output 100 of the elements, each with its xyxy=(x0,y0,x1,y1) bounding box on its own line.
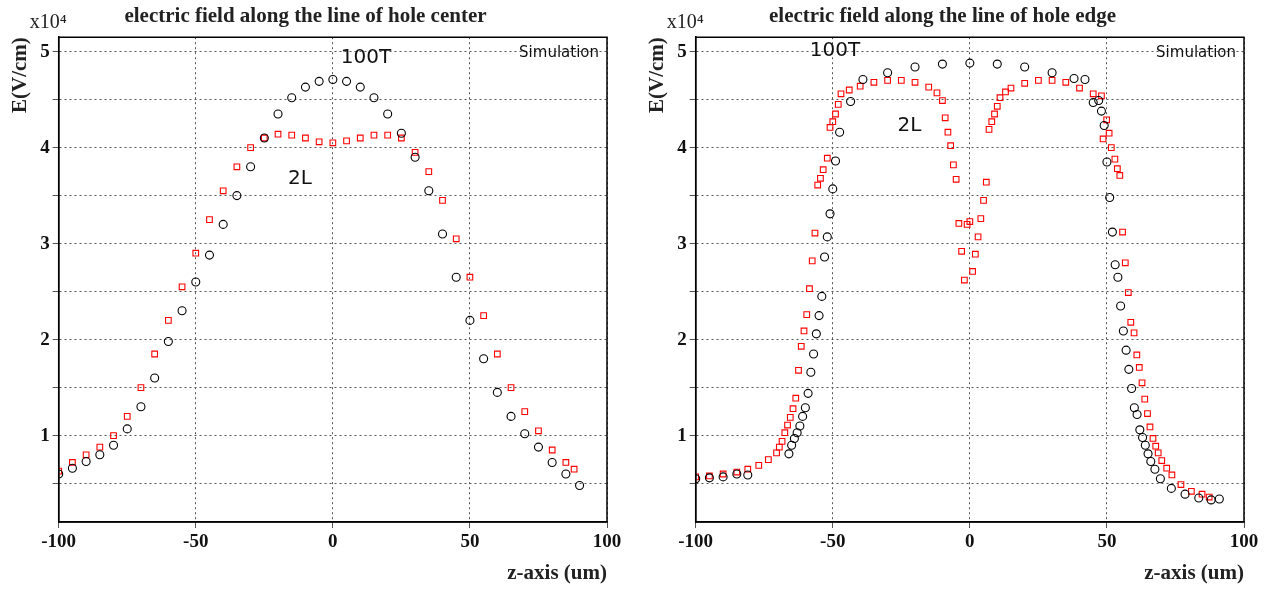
point xyxy=(300,82,310,92)
point xyxy=(123,413,131,420)
point xyxy=(383,109,393,119)
text: x10⁴ xyxy=(666,10,704,33)
point xyxy=(535,427,542,435)
annotation: Simulation xyxy=(519,42,599,61)
point xyxy=(570,465,578,473)
x-tick-label: 0 xyxy=(328,530,338,552)
y-axis-title: E(V/cm) xyxy=(644,37,669,114)
point xyxy=(533,442,544,452)
y-tick-label: 2 xyxy=(40,327,50,349)
x-tick-label: -50 xyxy=(820,530,846,552)
point xyxy=(151,350,159,358)
point xyxy=(398,134,405,142)
x-tick-label: 0 xyxy=(965,530,975,552)
point xyxy=(384,131,392,139)
y-tick-label: 5 xyxy=(677,39,687,61)
point xyxy=(370,131,378,139)
point xyxy=(548,446,556,454)
annotation: Simulation xyxy=(1156,42,1236,61)
point xyxy=(287,93,297,103)
point xyxy=(219,187,227,195)
point xyxy=(218,219,228,229)
point xyxy=(95,450,105,460)
point xyxy=(492,387,502,397)
point xyxy=(520,429,530,439)
point xyxy=(247,144,254,151)
chart-title: electric field along the line of hole edge xyxy=(768,3,1117,28)
point xyxy=(425,168,433,175)
point xyxy=(562,459,570,466)
text: x10⁴ xyxy=(29,10,67,33)
point xyxy=(273,109,283,119)
point xyxy=(177,306,187,316)
point xyxy=(355,82,365,92)
point xyxy=(479,354,489,364)
x-axis-title: z-axis (um) xyxy=(507,559,607,584)
point xyxy=(561,469,571,479)
point xyxy=(163,336,173,347)
y-tick-label: 5 xyxy=(40,39,50,61)
point xyxy=(82,451,90,459)
chart-title: electric field along the line of hole center xyxy=(124,3,487,28)
point xyxy=(178,283,186,291)
point xyxy=(67,463,77,473)
point xyxy=(466,273,474,281)
point xyxy=(328,74,338,84)
point xyxy=(451,272,461,282)
point xyxy=(342,76,352,86)
point xyxy=(437,229,448,239)
y-tick-label: 4 xyxy=(40,135,51,157)
x-tick-label: 50 xyxy=(460,530,480,552)
point xyxy=(480,312,488,319)
point xyxy=(288,131,296,139)
y-tick-label: 3 xyxy=(677,231,687,253)
x-axis-title: z-axis (um) xyxy=(1144,559,1244,584)
y-tick-label: 3 xyxy=(40,231,50,253)
x-tick-label: 100 xyxy=(1229,530,1259,552)
point xyxy=(439,197,446,204)
point xyxy=(164,317,172,324)
point xyxy=(452,235,460,243)
point xyxy=(274,130,282,138)
point xyxy=(137,384,145,391)
point xyxy=(110,432,117,439)
y-tick-label: 4 xyxy=(677,135,688,157)
x-tick-label: -100 xyxy=(678,530,714,552)
point xyxy=(315,138,323,146)
point xyxy=(493,350,501,358)
x-tick-label: 100 xyxy=(592,530,622,552)
point xyxy=(343,137,350,145)
point xyxy=(396,128,406,138)
point xyxy=(191,277,201,287)
point xyxy=(192,249,200,257)
point xyxy=(81,456,91,467)
series-label: 100T xyxy=(340,43,393,68)
point xyxy=(424,186,434,196)
point xyxy=(356,134,364,142)
point xyxy=(150,373,160,383)
point xyxy=(233,163,241,171)
point xyxy=(232,191,242,201)
point xyxy=(369,93,379,103)
series-label: 2L xyxy=(897,111,923,136)
series-label: 100T xyxy=(809,37,861,62)
x-tick-label: -100 xyxy=(41,530,77,552)
point xyxy=(411,149,419,156)
point xyxy=(410,152,420,162)
point xyxy=(314,76,324,86)
point xyxy=(204,250,215,260)
point xyxy=(69,459,76,466)
y-tick-label: 1 xyxy=(677,423,687,445)
point xyxy=(206,216,213,223)
point xyxy=(507,384,515,391)
point xyxy=(547,457,557,468)
y-tick-label: 1 xyxy=(40,423,50,445)
y-axis-title: E(V/cm) xyxy=(7,37,32,114)
point xyxy=(136,402,146,412)
x-tick-label: 50 xyxy=(1097,530,1117,552)
point xyxy=(465,315,475,325)
point xyxy=(329,139,337,147)
point xyxy=(521,408,529,415)
point xyxy=(575,480,585,491)
y-tick-label: 2 xyxy=(677,327,687,349)
